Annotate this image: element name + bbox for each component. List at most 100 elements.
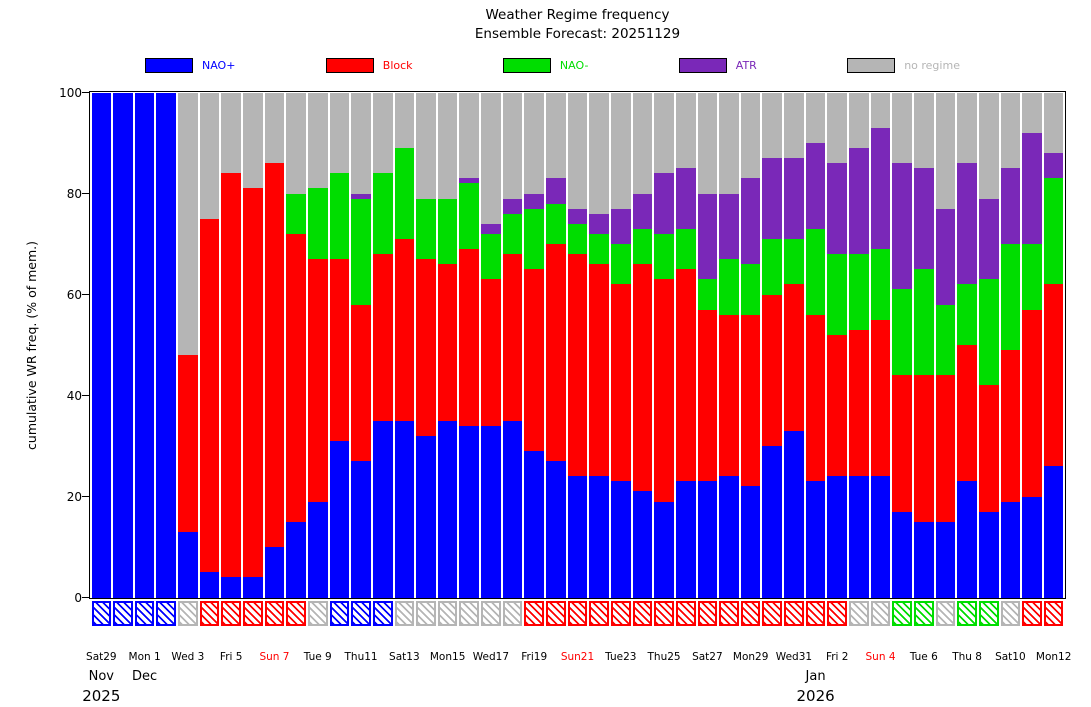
regime-marker-blue bbox=[113, 601, 133, 626]
bar-segment-block bbox=[719, 314, 739, 477]
bar-segment-no-regime bbox=[524, 92, 545, 194]
legend-label: NAO- bbox=[559, 59, 589, 72]
bar-segment-no-regime bbox=[481, 92, 501, 224]
bar-Fri9 bbox=[978, 92, 999, 598]
bar-segment-atr bbox=[1000, 168, 1021, 245]
x-tick-label: Tue 6 bbox=[909, 651, 938, 663]
bar-segment-block bbox=[762, 294, 783, 446]
bar-Thu8 bbox=[957, 92, 977, 598]
bar-segment-nao- bbox=[589, 233, 609, 265]
bar-segment-nao+ bbox=[329, 440, 350, 598]
bar-segment-nao- bbox=[307, 188, 328, 260]
bar-Thu18 bbox=[502, 92, 523, 598]
x-tick-label: Mon15 bbox=[429, 651, 466, 663]
bar-segment-no-regime bbox=[740, 92, 761, 179]
bar-Sun21 bbox=[567, 92, 588, 598]
regime-marker-green bbox=[957, 601, 977, 626]
bar-segment-nao+ bbox=[762, 446, 783, 598]
bar-segment-no-regime bbox=[978, 92, 999, 199]
bar-segment-no-regime bbox=[805, 92, 826, 144]
regime-marker-blue bbox=[156, 601, 177, 626]
bar-segment-no-regime bbox=[567, 92, 588, 209]
bar-segment-nao- bbox=[546, 203, 566, 245]
x-tick-label: Mon29 bbox=[732, 651, 769, 663]
x-tick-label: Tue 9 bbox=[303, 651, 332, 663]
legend: NAO+ Block NAO- ATR no regime bbox=[145, 58, 960, 73]
bar-segment-nao+ bbox=[264, 547, 285, 598]
bar-segment-no-regime bbox=[243, 92, 263, 189]
bar-segment-nao+ bbox=[199, 572, 220, 598]
bar-segment-nao- bbox=[372, 173, 393, 255]
bar-Sat3 bbox=[849, 92, 869, 598]
bar-segment-nao- bbox=[740, 264, 761, 315]
bar-Wed7 bbox=[935, 92, 956, 598]
bar-segment-nao+ bbox=[221, 577, 241, 598]
bar-Sat10 bbox=[1000, 92, 1021, 598]
bar-Thu1 bbox=[805, 92, 826, 598]
bar-segment-nao- bbox=[632, 228, 653, 265]
bar-segment-no-regime bbox=[351, 92, 371, 194]
legend-item-nao+: NAO+ bbox=[145, 58, 235, 73]
year-labels: 2025 2026 bbox=[82, 687, 1065, 705]
bar-Fri26 bbox=[675, 92, 696, 598]
x-tick-label: Tue23 bbox=[605, 651, 637, 663]
regime-marker-red bbox=[610, 601, 631, 626]
bar-segment-nao- bbox=[849, 254, 869, 330]
bar-segment-block bbox=[199, 218, 220, 573]
bar-segment-atr bbox=[589, 213, 609, 234]
bar-segment-nao+ bbox=[91, 92, 112, 598]
bar-segment-block bbox=[827, 334, 848, 477]
bar-segment-nao+ bbox=[957, 481, 977, 598]
bar-segment-nao- bbox=[286, 193, 306, 234]
x-tick-label: Sat13 bbox=[389, 651, 420, 663]
x-tick-label: Wed31 bbox=[775, 651, 813, 663]
bar-segment-block bbox=[372, 254, 393, 421]
bar-Sat29 bbox=[91, 92, 112, 598]
bar-segment-atr bbox=[913, 168, 934, 270]
x-tick-label: Wed 3 bbox=[171, 651, 205, 663]
bar-segment-nao- bbox=[1000, 244, 1021, 351]
bar-segment-nao+ bbox=[589, 476, 609, 598]
bar-segment-atr bbox=[827, 163, 848, 255]
bar-segment-atr bbox=[351, 193, 371, 199]
bar-segment-nao+ bbox=[1022, 496, 1042, 598]
bar-segment-nao+ bbox=[805, 481, 826, 598]
bar-segment-no-regime bbox=[416, 92, 436, 199]
bar-segment-no-regime bbox=[437, 92, 458, 199]
legend-item-block: Block bbox=[325, 58, 413, 73]
bar-segment-block bbox=[654, 279, 674, 502]
y-tick-mark bbox=[82, 596, 89, 599]
regime-marker-gray bbox=[307, 601, 328, 626]
bar-segment-nao- bbox=[978, 279, 999, 386]
bar-Thu25 bbox=[654, 92, 674, 598]
regime-marker-blue bbox=[351, 601, 371, 626]
bar-Tue9 bbox=[307, 92, 328, 598]
bar-segment-no-regime bbox=[1000, 92, 1021, 169]
bar-segment-no-regime bbox=[178, 92, 198, 356]
bar-segment-block bbox=[524, 269, 545, 452]
x-tick-label: Sun 7 bbox=[259, 651, 290, 663]
bar-segment-nao- bbox=[329, 173, 350, 260]
regime-marker-row bbox=[91, 601, 1065, 629]
bar-segment-block bbox=[1043, 284, 1064, 467]
legend-swatch-icon bbox=[145, 58, 193, 73]
regime-marker-green bbox=[892, 601, 912, 626]
bar-segment-atr bbox=[719, 193, 739, 260]
bar-Mon15 bbox=[437, 92, 458, 598]
regime-marker-red bbox=[567, 601, 588, 626]
x-tick-label: Fri19 bbox=[521, 651, 548, 663]
bar-segment-atr bbox=[1022, 132, 1042, 245]
y-tick-mark bbox=[82, 293, 89, 296]
regime-marker-red bbox=[675, 601, 696, 626]
month-label: Dec bbox=[132, 669, 158, 684]
x-tick-label: Sun 4 bbox=[865, 651, 896, 663]
bar-segment-nao+ bbox=[719, 476, 739, 598]
legend-label: no regime bbox=[904, 59, 960, 72]
month-labels: Nov Dec Jan bbox=[89, 669, 1065, 685]
bar-Fri19 bbox=[524, 92, 545, 598]
bar-segment-block bbox=[849, 329, 869, 477]
regime-marker-blue bbox=[134, 601, 155, 626]
bar-Thu11 bbox=[351, 92, 371, 598]
bar-Sun14 bbox=[416, 92, 436, 598]
